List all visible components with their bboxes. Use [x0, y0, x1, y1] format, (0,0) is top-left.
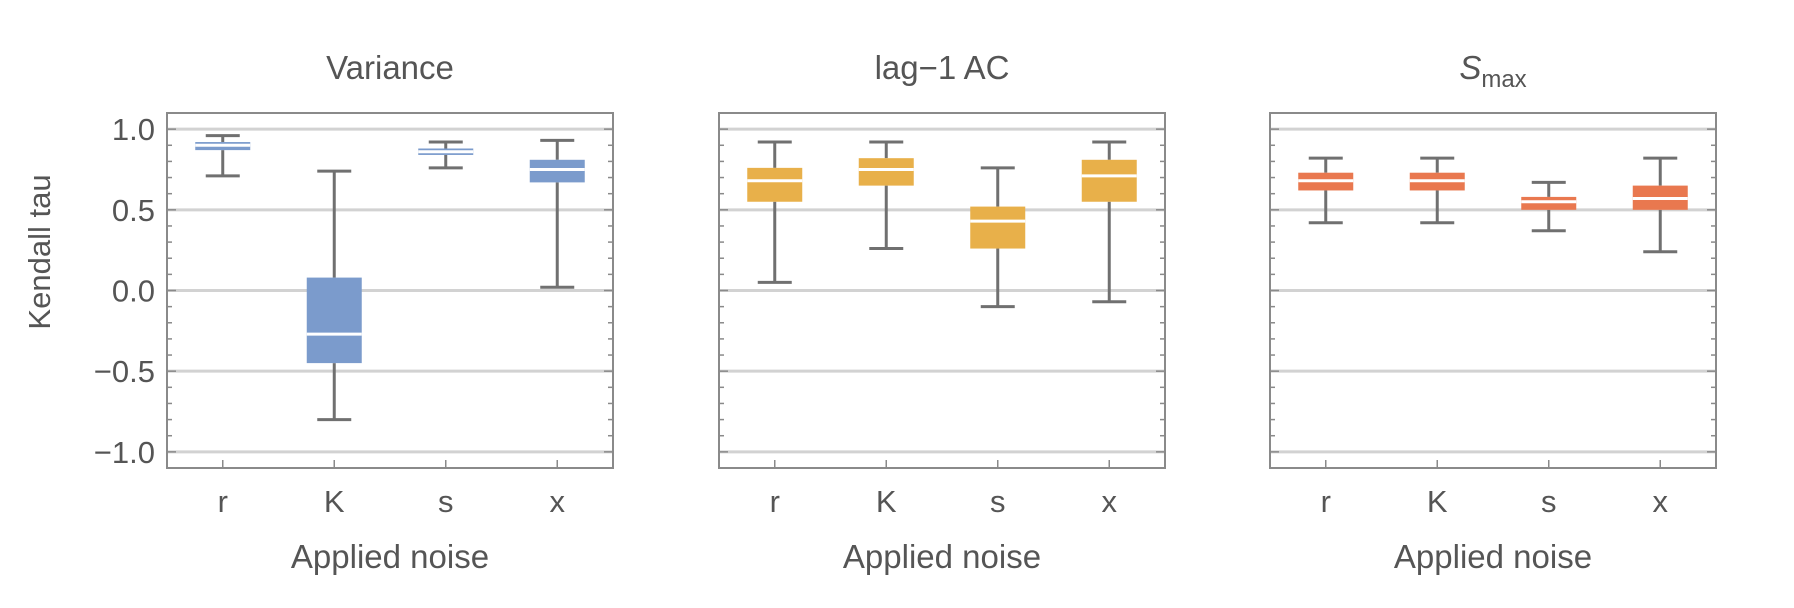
x-tick-label: x: [550, 484, 566, 519]
x-tick-label: r: [218, 484, 228, 519]
box-K: [858, 140, 914, 251]
x-tick-label: K: [324, 484, 345, 519]
y-tick-label: 0.5: [112, 193, 155, 228]
x-tick-label: r: [770, 484, 780, 519]
box-x: [529, 138, 585, 289]
x-tick-label: x: [1102, 484, 1118, 519]
x-axis-label: Applied noise: [1394, 538, 1592, 575]
x-axis-label: Applied noise: [291, 538, 489, 575]
box-r: [195, 134, 251, 178]
box-s: [418, 140, 474, 170]
x-tick-label: r: [1321, 484, 1331, 519]
box-K: [306, 169, 362, 422]
box-iqr: [1521, 196, 1577, 210]
box-iqr: [747, 167, 803, 202]
box-x: [1081, 140, 1137, 304]
box-s: [1521, 180, 1577, 233]
box-r: [747, 140, 803, 284]
x-tick-label: x: [1653, 484, 1669, 519]
box-K: [1409, 156, 1465, 225]
box-iqr: [306, 277, 362, 364]
x-tick-label: s: [990, 484, 1006, 519]
x-tick-label: s: [438, 484, 454, 519]
panel-title-subscript: max: [1481, 66, 1526, 93]
y-tick-label: 0.0: [112, 274, 155, 309]
panel-title: Variance: [326, 49, 454, 86]
box-iqr: [970, 206, 1026, 249]
plot-frame: [1269, 112, 1717, 469]
panel-title: Smax: [1459, 49, 1526, 93]
plot-frame: [718, 112, 1166, 469]
plot-frame: [166, 112, 614, 469]
box-r: [1298, 156, 1354, 225]
y-tick-label: −0.5: [94, 354, 155, 389]
box-iqr: [858, 158, 914, 186]
x-tick-label: s: [1541, 484, 1557, 519]
panel-title-main: Variance: [326, 49, 454, 86]
box-iqr: [1081, 159, 1137, 202]
panel-title-main: S: [1459, 49, 1481, 86]
y-tick-label: −1.0: [94, 435, 155, 470]
box-iqr: [529, 159, 585, 183]
box-s: [970, 166, 1026, 309]
x-axis-label: Applied noise: [843, 538, 1041, 575]
box-x: [1632, 156, 1688, 254]
panel-title-main: lag−1 AC: [875, 49, 1010, 86]
y-tick-label: 1.0: [112, 112, 155, 147]
x-tick-label: K: [876, 484, 897, 519]
y-axis-label: Kendall tau: [22, 174, 57, 329]
x-tick-label: K: [1427, 484, 1448, 519]
panel-title: lag−1 AC: [875, 49, 1010, 86]
